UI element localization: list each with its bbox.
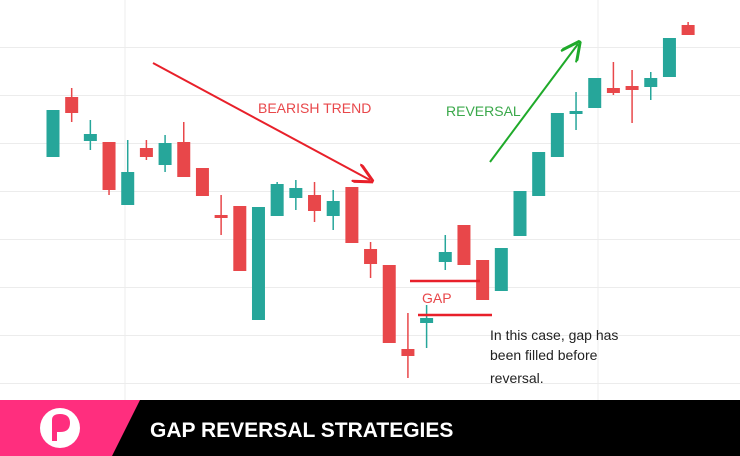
- candle-body: [83, 134, 97, 141]
- candle-body: [289, 188, 303, 198]
- candle-body: [233, 206, 247, 271]
- candle-body: [158, 143, 172, 165]
- candle-body: [681, 25, 695, 35]
- candle-body: [46, 110, 60, 157]
- candle-body: [606, 88, 620, 93]
- candle-body: [494, 248, 508, 291]
- candle-body: [588, 78, 602, 108]
- candle-body: [308, 195, 322, 211]
- candle-body: [569, 111, 583, 114]
- candle-body: [345, 187, 359, 243]
- candle-body: [270, 184, 284, 216]
- candle-body: [457, 225, 471, 265]
- candle-body: [513, 191, 527, 236]
- candle-body: [251, 207, 265, 320]
- candle-body: [644, 78, 658, 87]
- note-line: been filled before: [490, 347, 598, 363]
- candle-body: [420, 318, 434, 323]
- reversal-label: REVERSAL: [446, 103, 521, 119]
- candle-body: [401, 349, 415, 356]
- candle-body: [476, 260, 490, 300]
- candle-body: [214, 215, 228, 218]
- logo-mark: [52, 414, 70, 441]
- note-line: reversal.: [490, 370, 544, 386]
- candle-body: [662, 38, 676, 77]
- candle-body: [438, 252, 452, 262]
- note-line: In this case, gap has: [490, 327, 618, 343]
- bearish-label: BEARISH TREND: [258, 100, 371, 116]
- candle-body: [195, 168, 209, 196]
- candle-body: [102, 142, 116, 190]
- candle-body: [139, 148, 153, 157]
- candle-body: [121, 172, 135, 205]
- candles: [46, 22, 695, 378]
- candle-body: [382, 265, 396, 343]
- candle-body: [326, 201, 340, 216]
- gap-label: GAP: [422, 290, 452, 306]
- candle-body: [65, 97, 79, 113]
- candle-body: [364, 249, 378, 264]
- banner-title: GAP REVERSAL STRATEGIES: [150, 419, 453, 442]
- candle-body: [177, 142, 191, 177]
- candle-body: [532, 152, 546, 196]
- bearish-arrow: [152, 62, 370, 180]
- candle-body: [550, 113, 564, 157]
- reversal-arrow: [489, 44, 578, 163]
- candle-body: [625, 86, 639, 90]
